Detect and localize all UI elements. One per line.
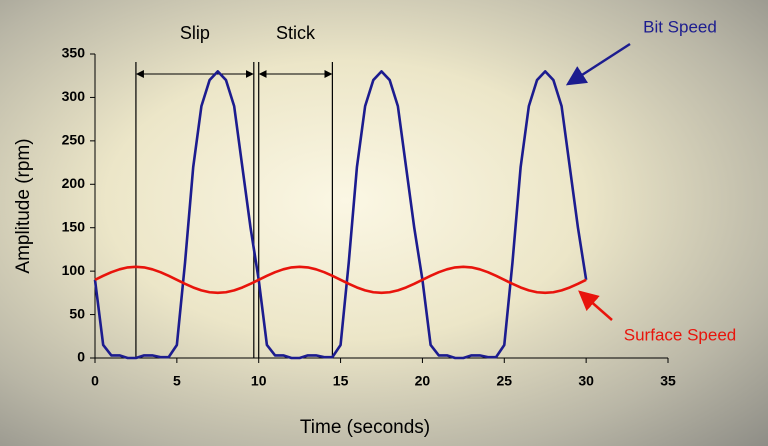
x-tick-label: 5 xyxy=(173,373,181,389)
series-line xyxy=(93,70,588,360)
y-axis-label: Amplitude (rpm) xyxy=(13,138,34,273)
x-tick-label: 20 xyxy=(415,373,431,389)
x-tick-label: 25 xyxy=(496,373,512,389)
series-callout: Surface Speed xyxy=(624,325,736,344)
callout-arrow xyxy=(578,290,613,321)
y-tick-label: 0 xyxy=(77,349,85,365)
y-tick-label: 250 xyxy=(62,132,86,148)
y-tick-label: 200 xyxy=(62,175,86,191)
y-tick-label: 50 xyxy=(69,305,85,321)
x-tick-label: 10 xyxy=(251,373,267,389)
phase-label: Stick xyxy=(276,23,316,43)
phase-label: Slip xyxy=(180,23,210,43)
series-line xyxy=(94,265,587,295)
y-tick-label: 350 xyxy=(62,45,86,61)
x-tick-label: 15 xyxy=(333,373,349,389)
x-tick-label: 0 xyxy=(91,373,99,389)
series-callout: Bit Speed xyxy=(643,17,717,36)
callout-arrow xyxy=(565,42,631,86)
x-tick-label: 30 xyxy=(578,373,594,389)
x-tick-label: 35 xyxy=(660,373,676,389)
x-axis-label: Time (seconds) xyxy=(300,417,430,438)
y-tick-label: 300 xyxy=(62,88,86,104)
y-tick-label: 150 xyxy=(62,218,86,234)
y-tick-label: 100 xyxy=(62,262,86,278)
